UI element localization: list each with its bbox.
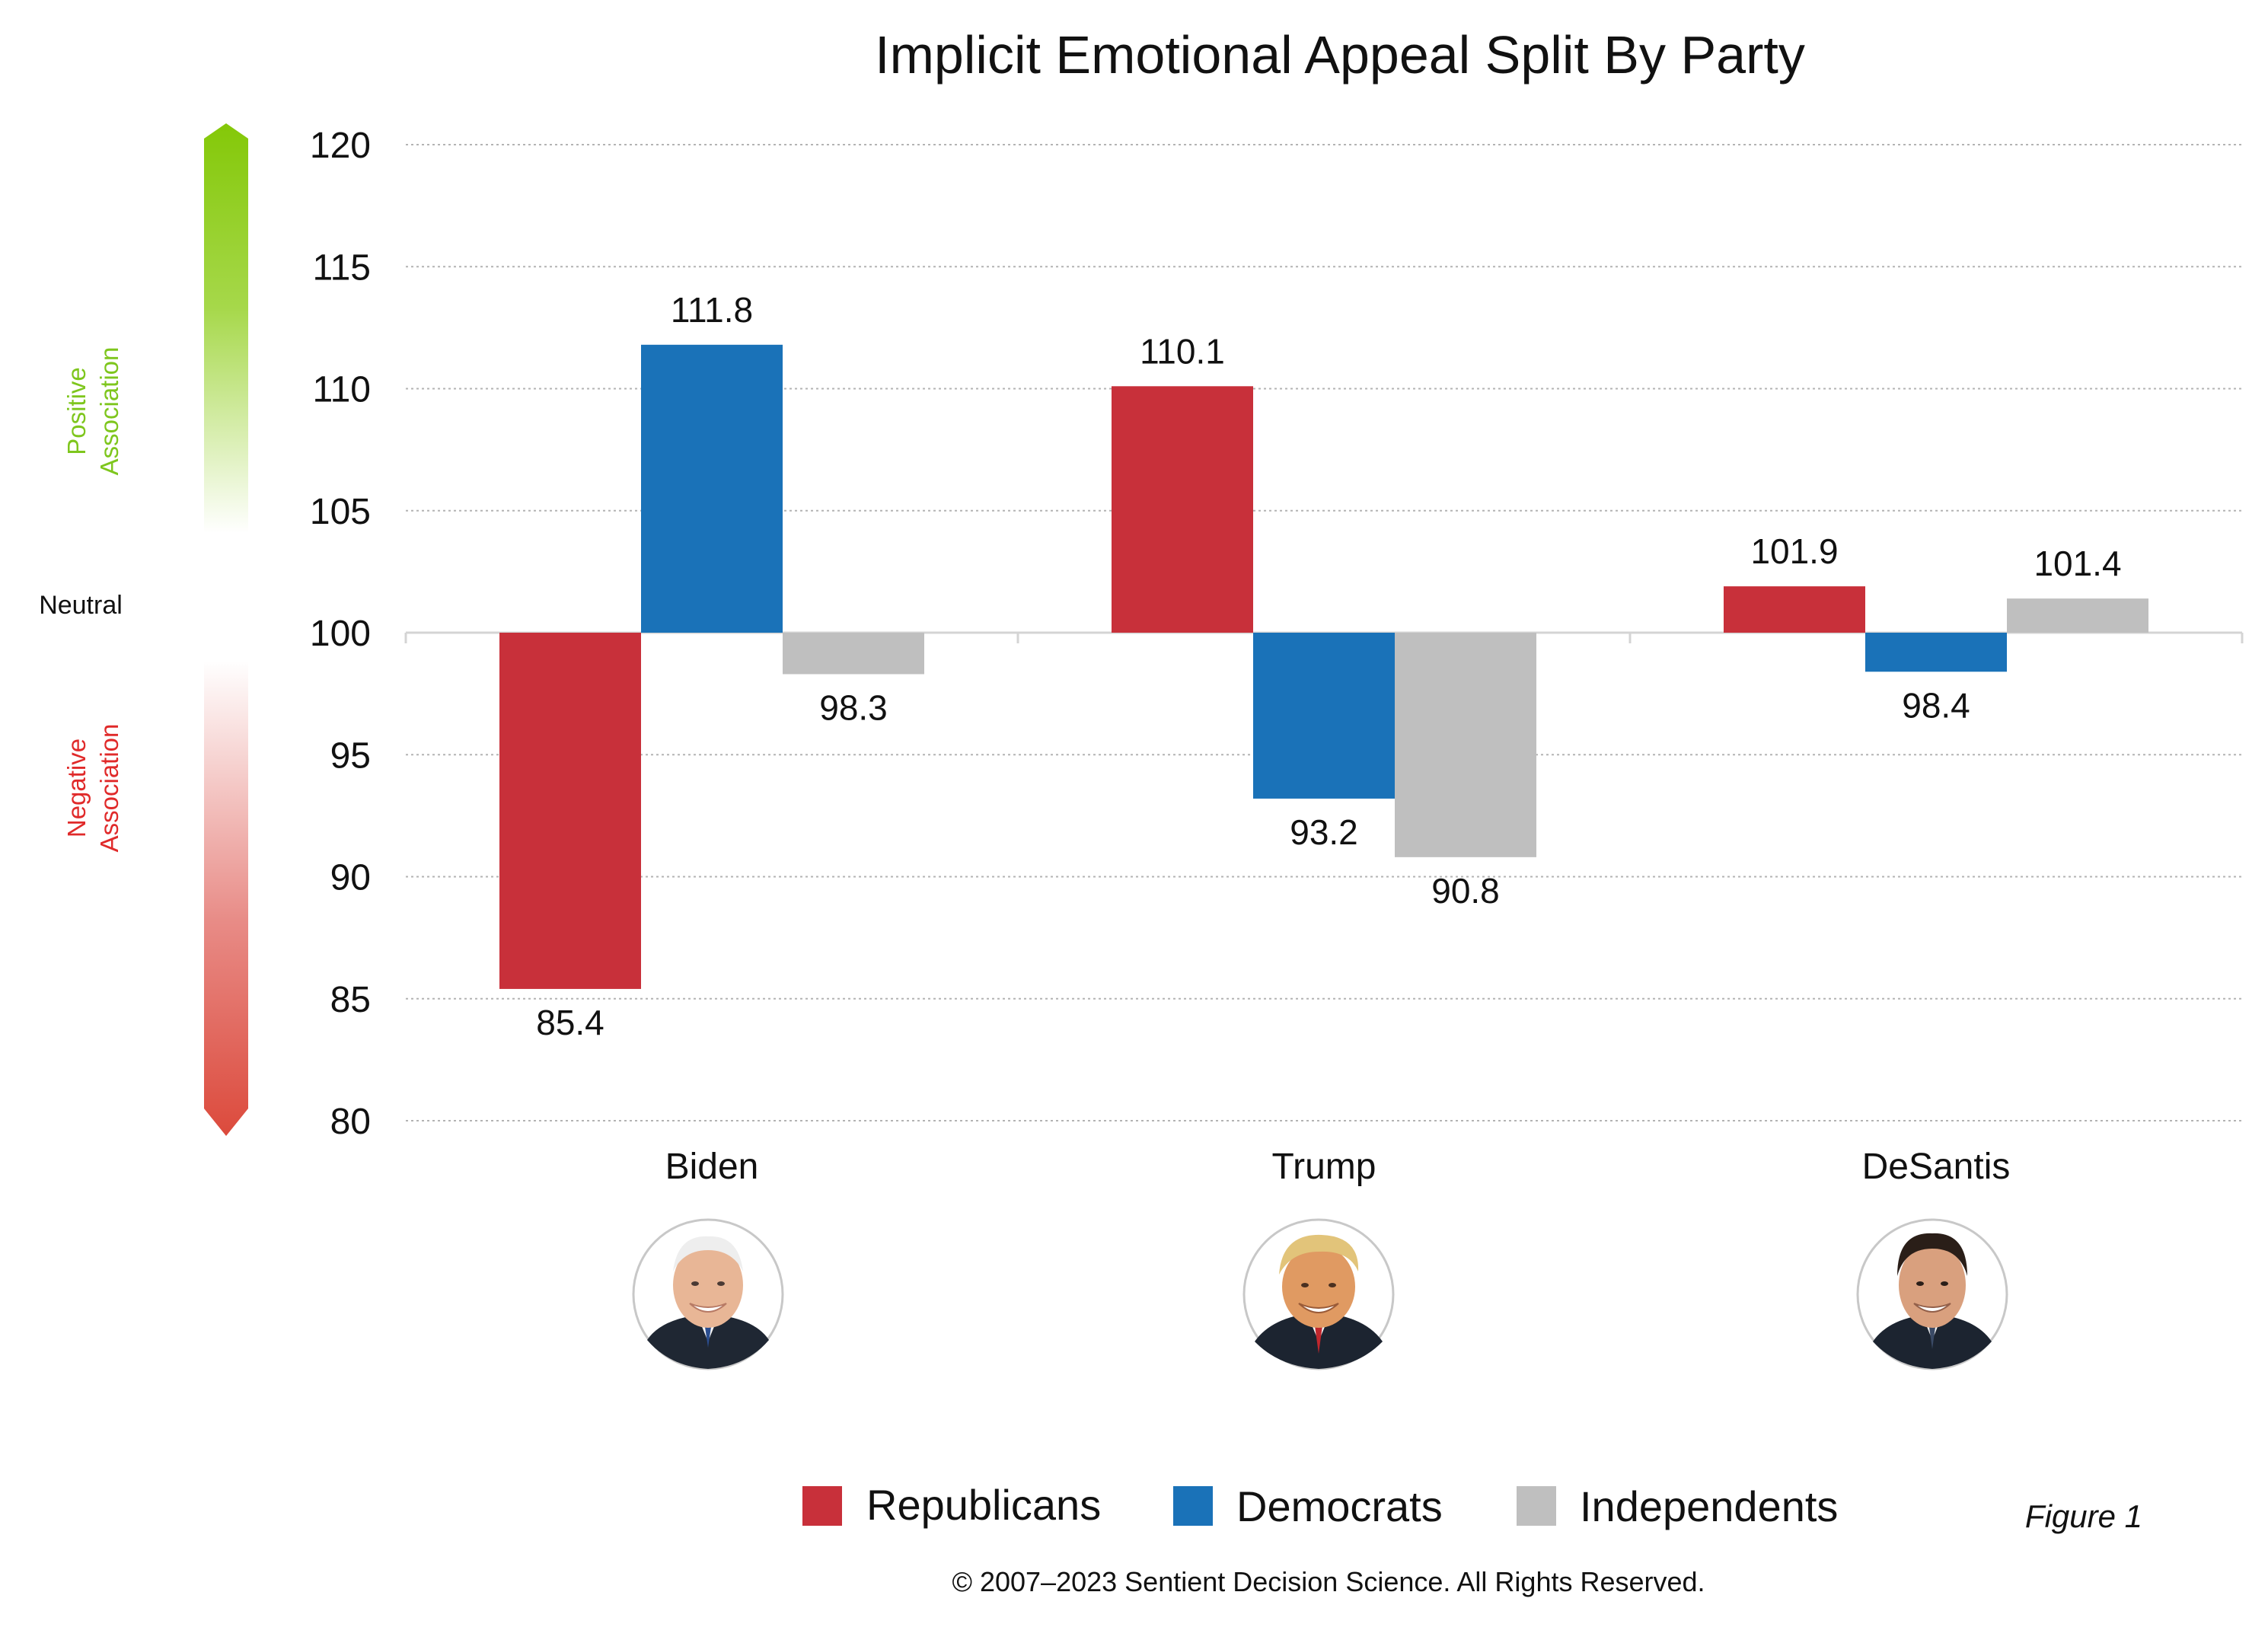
bar-biden-republicans — [499, 633, 641, 989]
bar-biden-democrats — [641, 344, 783, 633]
positive-scale-arrow — [204, 123, 248, 533]
legend-item-democrats: Democrats — [1173, 1482, 1443, 1530]
legend-swatch-republicans — [802, 1486, 842, 1526]
trump-portrait — [1242, 1218, 1395, 1370]
legend-swatch-independents — [1517, 1486, 1556, 1526]
category-label-biden: Biden — [665, 1147, 759, 1187]
category-label-desantis: DeSantis — [1862, 1147, 2011, 1187]
figure-label: Figure 1 — [2025, 1498, 2142, 1534]
legend: Republicans Democrats Independents — [802, 1481, 1838, 1530]
data-labels: 85.4 111.8 98.3 110.1 93.2 90.8 101.9 98.4 101.4 — [536, 290, 2121, 1042]
negative-scale-arrow — [204, 661, 248, 1136]
negative-association-label: Negative — [62, 739, 91, 837]
positive-association-label-2: Association — [95, 347, 123, 476]
negative-association-label-2: Association — [95, 724, 123, 853]
bar-desantis-republicans — [1724, 586, 1865, 633]
data-label-desantis-democrats: 98.4 — [1902, 685, 1970, 725]
data-label-desantis-republicans: 101.9 — [1750, 531, 1838, 571]
y-tick-label: 105 — [310, 492, 371, 532]
y-tick-label: 115 — [312, 247, 371, 288]
legend-item-independents: Independents — [1517, 1482, 1838, 1530]
data-label-biden-independents: 98.3 — [819, 688, 888, 727]
legend-label-republicans: Republicans — [866, 1481, 1101, 1529]
y-tick-label: 90 — [330, 858, 371, 898]
copyright-text: © 2007–2023 Sentient Decision Science. A… — [952, 1566, 1705, 1597]
bar-desantis-independents — [2007, 598, 2148, 633]
data-label-desantis-independents: 101.4 — [2034, 544, 2121, 583]
y-tick-label: 80 — [330, 1102, 371, 1142]
legend-label-independents: Independents — [1580, 1482, 1838, 1530]
y-axis: 80 85 90 95 100 105 110 115 120 — [310, 126, 371, 1142]
bar-trump-independents — [1395, 633, 1536, 857]
legend-item-republicans: Republicans — [802, 1481, 1101, 1529]
category-label-trump: Trump — [1272, 1147, 1376, 1187]
y-tick-label: 85 — [330, 980, 371, 1020]
x-axis: Biden Trump DeSantis — [665, 1147, 2011, 1187]
bar-trump-democrats — [1253, 633, 1395, 799]
data-label-trump-democrats: 93.2 — [1290, 812, 1358, 852]
y-tick-label: 110 — [312, 370, 371, 410]
bars — [499, 344, 2148, 989]
positive-association-label: Positive — [62, 367, 91, 455]
legend-label-democrats: Democrats — [1236, 1482, 1443, 1530]
data-label-biden-democrats: 111.8 — [671, 290, 753, 330]
y-tick-label: 95 — [330, 735, 371, 776]
legend-swatch-democrats — [1173, 1486, 1213, 1526]
biden-portrait — [632, 1218, 784, 1370]
candidate-portraits — [632, 1218, 2008, 1370]
bar-biden-independents — [783, 633, 924, 675]
data-label-trump-republicans: 110.1 — [1140, 331, 1225, 371]
neutral-label: Neutral — [39, 591, 123, 620]
bar-trump-republicans — [1112, 386, 1253, 633]
bar-desantis-democrats — [1865, 633, 2007, 672]
desantis-portrait — [1856, 1218, 2008, 1370]
data-label-biden-republicans: 85.4 — [536, 1003, 604, 1042]
y-tick-label: 100 — [310, 614, 371, 654]
sentiment-scale: Positive Association Neutral Negative As… — [39, 123, 248, 1136]
data-label-trump-independents: 90.8 — [1431, 871, 1500, 911]
chart-title: Implicit Emotional Appeal Split By Party — [875, 25, 1805, 85]
y-tick-label: 120 — [310, 126, 371, 166]
